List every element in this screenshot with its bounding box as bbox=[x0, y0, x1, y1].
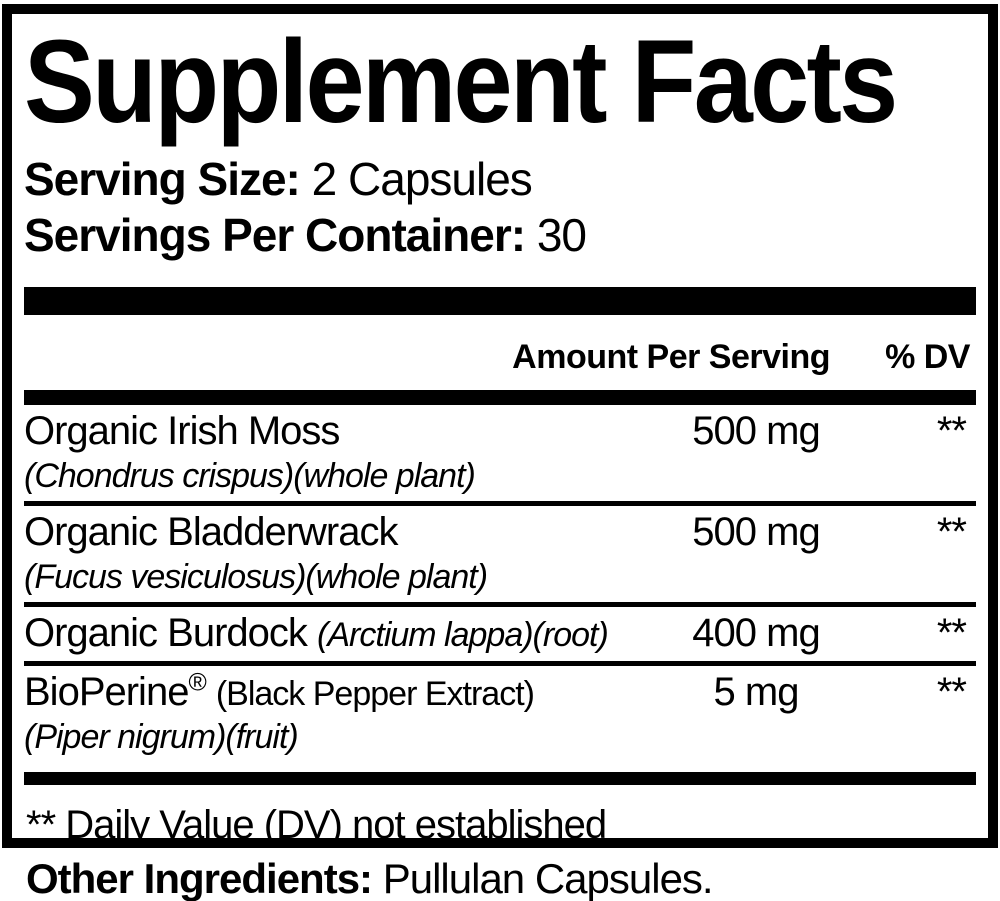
ingredient-row-irish-moss: Organic Irish Moss 500 mg ** (Chondrus c… bbox=[24, 405, 976, 501]
ingredient-latin-name-inline: (Arctium lappa)(root) bbox=[317, 615, 609, 654]
ingredient-amount: 500 mg bbox=[692, 408, 820, 453]
ingredient-amount: 5 mg bbox=[713, 669, 800, 714]
ingredient-name: BioPerine® (Black Pepper Extract) bbox=[24, 668, 656, 716]
ingredient-main-line: BioPerine® (Black Pepper Extract) 5 mg *… bbox=[24, 666, 976, 716]
other-ingredients-value: Pullulan Capsules. bbox=[382, 855, 714, 901]
ingredient-name: Organic Burdock (Arctium lappa)(root) bbox=[24, 609, 656, 657]
ingredient-amount: 400 mg bbox=[692, 610, 820, 655]
ingredient-description-inline: (Black Pepper Extract) bbox=[215, 674, 535, 713]
ingredient-name: Organic Irish Moss bbox=[24, 408, 340, 453]
serving-size-label: Serving Size: bbox=[24, 153, 301, 206]
column-header-row: Amount Per Serving % DV bbox=[24, 315, 976, 390]
other-ingredients-line: Other Ingredients: Pullulan Capsules. bbox=[26, 855, 714, 901]
row-separator bbox=[24, 601, 976, 607]
ingredient-dv: ** bbox=[936, 669, 967, 714]
divider-medium-bottom bbox=[24, 771, 976, 785]
row-separator bbox=[24, 500, 976, 506]
servings-per-container-label: Servings Per Container: bbox=[24, 208, 526, 261]
ingredient-dv: ** bbox=[936, 408, 967, 453]
ingredient-row-bladderwrack: Organic Bladderwrack 500 mg ** (Fucus ve… bbox=[24, 506, 976, 602]
divider-thick-top bbox=[24, 286, 976, 315]
amount-per-serving-header: Amount Per Serving bbox=[512, 337, 830, 376]
ingredient-latin-name: (Chondrus crispus)(whole plant) bbox=[24, 456, 476, 495]
percent-dv-header: % DV bbox=[885, 337, 970, 376]
row-separator bbox=[24, 660, 976, 666]
serving-size-line: Serving Size: 2 Capsules bbox=[24, 152, 976, 207]
ingredient-name-text: BioPerine bbox=[24, 669, 189, 714]
divider-medium-header bbox=[24, 389, 976, 405]
ingredient-row-bioperine: BioPerine® (Black Pepper Extract) 5 mg *… bbox=[24, 666, 976, 762]
ingredient-row-burdock: Organic Burdock (Arctium lappa)(root) 40… bbox=[24, 607, 976, 661]
supplement-facts-panel: Supplement Facts Serving Size: 2 Capsule… bbox=[2, 4, 998, 848]
registered-trademark-symbol: ® bbox=[188, 669, 206, 697]
ingredient-main-line: Organic Bladderwrack 500 mg ** bbox=[24, 506, 976, 556]
serving-info: Serving Size: 2 Capsules Servings Per Co… bbox=[24, 152, 976, 262]
ingredient-dv: ** bbox=[936, 509, 967, 554]
ingredient-amount: 500 mg bbox=[692, 509, 820, 554]
ingredient-name: Organic Bladderwrack bbox=[24, 509, 399, 554]
ingredient-latin-name: (Fucus vesiculosus)(whole plant) bbox=[24, 557, 488, 596]
serving-size-value: 2 Capsules bbox=[311, 153, 533, 206]
ingredient-dv: ** bbox=[936, 610, 967, 655]
daily-value-footnote: ** Daily Value (DV) not established bbox=[26, 802, 607, 847]
ingredient-latin-name: (Piper nigrum)(fruit) bbox=[24, 717, 299, 756]
ingredient-name-text: Organic Burdock bbox=[24, 610, 308, 655]
other-ingredients-label: Other Ingredients: bbox=[26, 855, 373, 901]
ingredient-main-line: Organic Burdock (Arctium lappa)(root) 40… bbox=[24, 607, 976, 661]
servings-per-container-line: Servings Per Container: 30 bbox=[24, 208, 976, 263]
ingredient-main-line: Organic Irish Moss 500 mg ** bbox=[24, 405, 976, 455]
servings-per-container-value: 30 bbox=[536, 208, 587, 261]
panel-title: Supplement Facts bbox=[24, 16, 898, 148]
